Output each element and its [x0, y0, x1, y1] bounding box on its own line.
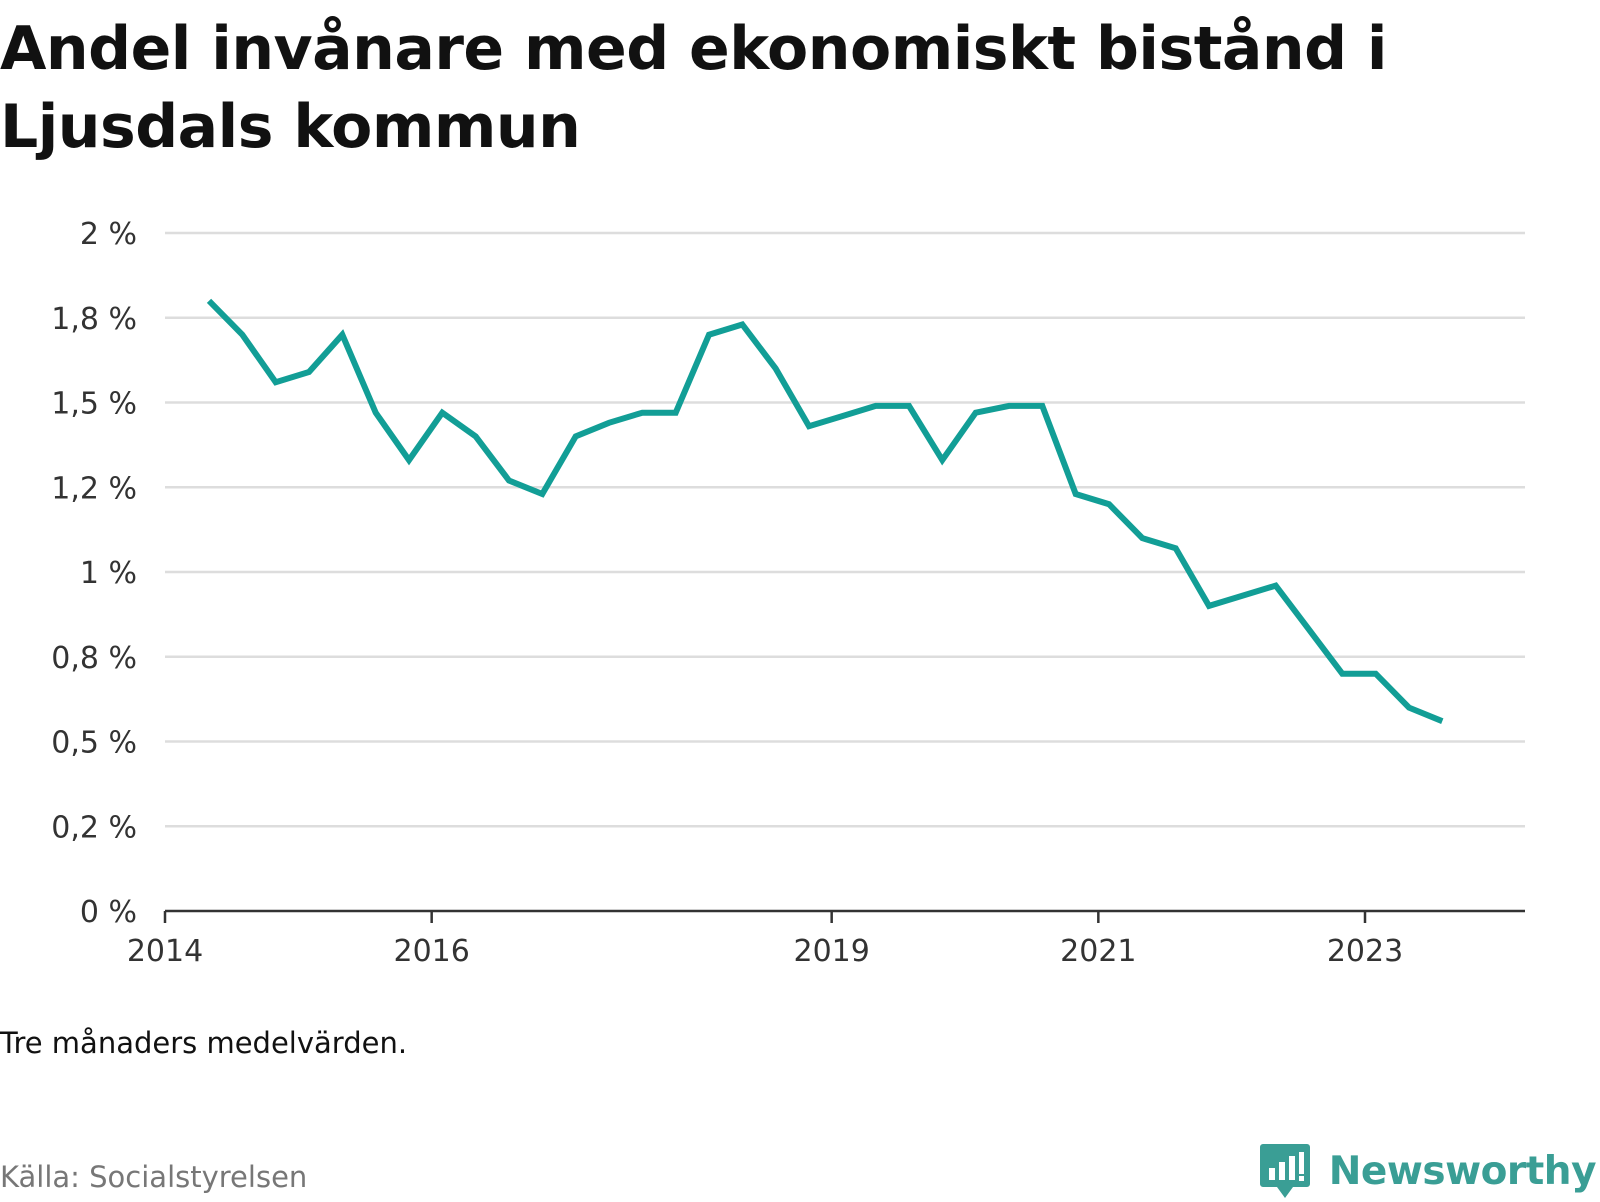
- data-point: [1006, 403, 1012, 409]
- data-point: [1239, 593, 1245, 599]
- data-point: [1139, 535, 1145, 541]
- data-point: [273, 379, 279, 385]
- y-tick-label: 0,8 %: [51, 641, 137, 676]
- chart-title: Andel invånare med ekonomiskt bistånd i …: [0, 14, 1387, 162]
- y-tick-label: 2 %: [80, 217, 137, 252]
- data-point: [873, 403, 879, 409]
- x-tick-label: 2016: [393, 934, 469, 969]
- x-tick-label: 2014: [127, 934, 203, 969]
- chart-note: Tre månaders medelvärden.: [0, 1026, 408, 1060]
- x-tick-label: 2019: [793, 934, 869, 969]
- data-point: [1306, 627, 1312, 633]
- data-point: [1273, 583, 1279, 589]
- data-point: [306, 369, 312, 375]
- data-point: [439, 410, 445, 416]
- data-point: [606, 420, 612, 426]
- data-point: [406, 457, 412, 463]
- data-point: [906, 403, 912, 409]
- data-point: [1206, 603, 1212, 609]
- series-layer: [206, 298, 1445, 724]
- data-point: [1406, 705, 1412, 711]
- x-axis: 2014 2016 2019 2021 2023: [127, 909, 1525, 969]
- data-point: [373, 410, 379, 416]
- data-point: [1073, 491, 1079, 497]
- data-point: [539, 491, 545, 497]
- brand-name: Newsworthy: [1328, 1148, 1597, 1194]
- data-point: [739, 322, 745, 328]
- y-tick-label: 1 %: [80, 556, 137, 591]
- series-line: [206, 298, 1444, 724]
- y-axis-labels: 0 % 0,2 % 0,5 % 0,8 % 1 % 1,2 % 1,5 % 1,8 % 2 %: [51, 217, 137, 930]
- data-point: [206, 298, 212, 304]
- data-point: [473, 433, 479, 439]
- data-point: [239, 332, 245, 338]
- grid-lines: [165, 231, 1525, 828]
- y-tick-label: 0 %: [80, 895, 137, 930]
- x-tick-label: 2021: [1060, 934, 1136, 969]
- data-point: [673, 410, 679, 416]
- data-point: [1339, 671, 1345, 677]
- data-point: [1439, 718, 1445, 724]
- data-point: [839, 413, 845, 419]
- data-point: [573, 433, 579, 439]
- source-text: Källa: Socialstyrelsen: [0, 1160, 308, 1194]
- data-point: [1173, 545, 1179, 551]
- y-tick-label: 1,5 %: [51, 387, 137, 422]
- y-tick-label: 1,8 %: [51, 302, 137, 337]
- data-point: [806, 423, 812, 429]
- data-point: [706, 332, 712, 338]
- data-point: [339, 332, 345, 338]
- data-point: [773, 366, 779, 372]
- newsworthy-logo-icon: [1259, 1144, 1310, 1198]
- data-point: [1039, 403, 1045, 409]
- data-point: [973, 410, 979, 416]
- data-point: [506, 477, 512, 483]
- data-point: [639, 410, 645, 416]
- y-tick-label: 0,2 %: [51, 810, 137, 845]
- data-point: [1373, 671, 1379, 677]
- line-chart: 0 %0,2 %0,5 %0,8 %1 %1,2 %1,5 %1,8 %2 % …: [51, 217, 1525, 969]
- y-tick-label: 0,5 %: [51, 726, 137, 761]
- x-tick-label: 2023: [1327, 934, 1403, 969]
- data-point: [939, 457, 945, 463]
- brand: Newsworthy: [1259, 1140, 1597, 1202]
- y-tick-label: 1,2 %: [51, 471, 137, 506]
- data-point: [1106, 501, 1112, 507]
